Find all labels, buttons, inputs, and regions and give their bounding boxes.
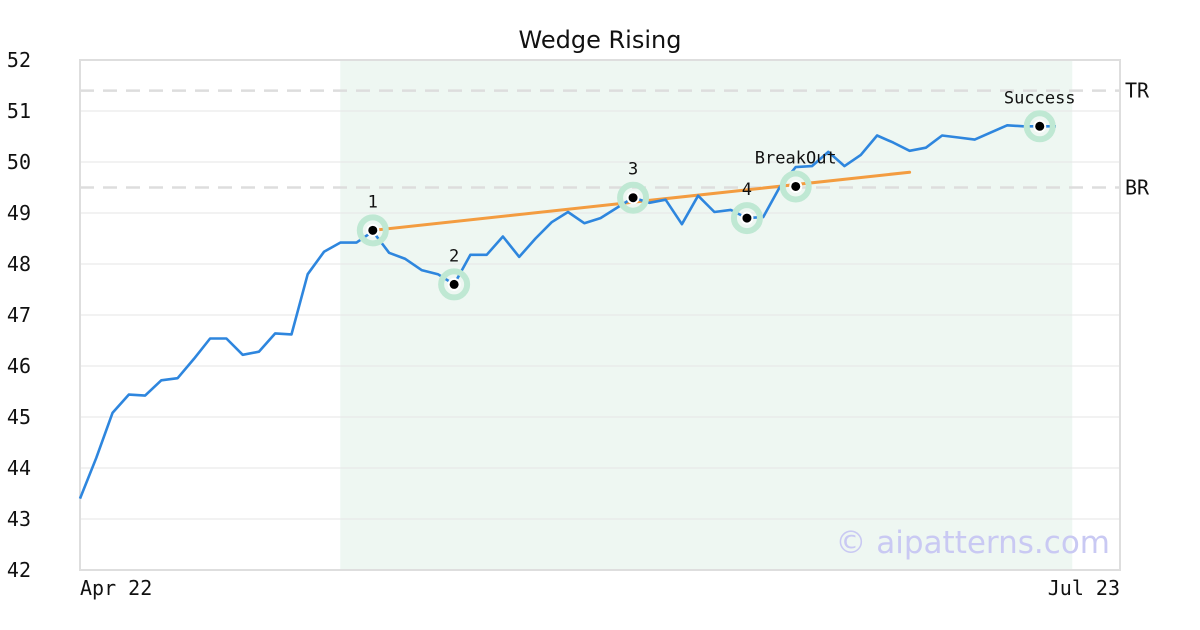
- point-dot: [740, 211, 754, 225]
- y-tick-label: 47: [7, 303, 31, 327]
- grid-lines: [80, 110, 1120, 520]
- point-halo: [617, 181, 650, 214]
- y-tick-label: 43: [7, 507, 31, 531]
- pattern-point: 3: [617, 160, 650, 214]
- plot-frame: [79, 59, 1121, 571]
- point-label: 1: [368, 192, 378, 212]
- point-halo: [779, 170, 812, 203]
- point-dot: [626, 191, 640, 205]
- price-line: [78, 124, 1056, 500]
- point-halo: [730, 202, 763, 235]
- level-label: TR: [1125, 79, 1150, 103]
- watermark: © aipatterns.com: [835, 525, 1110, 561]
- point-label: BreakOut: [755, 148, 837, 168]
- chart-title: Wedge Rising: [519, 26, 682, 54]
- x-tick-end: Jul 23: [1048, 576, 1120, 600]
- x-tick-start: Apr 22: [80, 576, 152, 600]
- level-label: BR: [1125, 176, 1150, 200]
- pattern-point: 1: [356, 192, 389, 247]
- point-label: Success: [1004, 88, 1076, 108]
- point-dot: [1033, 119, 1047, 133]
- pattern-point: 2: [438, 246, 471, 301]
- point-dot: [366, 223, 380, 237]
- y-tick-label: 48: [7, 252, 31, 276]
- y-tick-label: 45: [7, 405, 31, 429]
- y-tick-label: 44: [7, 456, 31, 480]
- y-tick-label: 51: [7, 99, 31, 123]
- y-tick-label: 46: [7, 354, 31, 378]
- pattern-point: BreakOut: [755, 148, 837, 203]
- level-lines: TR BR: [80, 79, 1150, 200]
- pattern-point: Success: [1004, 88, 1076, 143]
- y-tick-label: 52: [7, 48, 31, 72]
- y-tick-label: 49: [7, 201, 31, 225]
- pattern-point: 4: [730, 180, 763, 235]
- point-label: 2: [449, 246, 459, 266]
- point-halo: [1023, 110, 1056, 143]
- point-dot: [447, 277, 461, 291]
- y-axis-ticks: 42 43 44 45 46 47 48 49 50 51 52: [7, 48, 31, 582]
- point-dot: [789, 179, 803, 193]
- y-tick-label: 42: [7, 558, 31, 582]
- y-tick-label: 50: [7, 150, 31, 174]
- point-halo: [438, 268, 471, 301]
- point-label: 3: [628, 160, 638, 180]
- point-halo: [356, 214, 389, 247]
- point-label: 4: [742, 180, 752, 200]
